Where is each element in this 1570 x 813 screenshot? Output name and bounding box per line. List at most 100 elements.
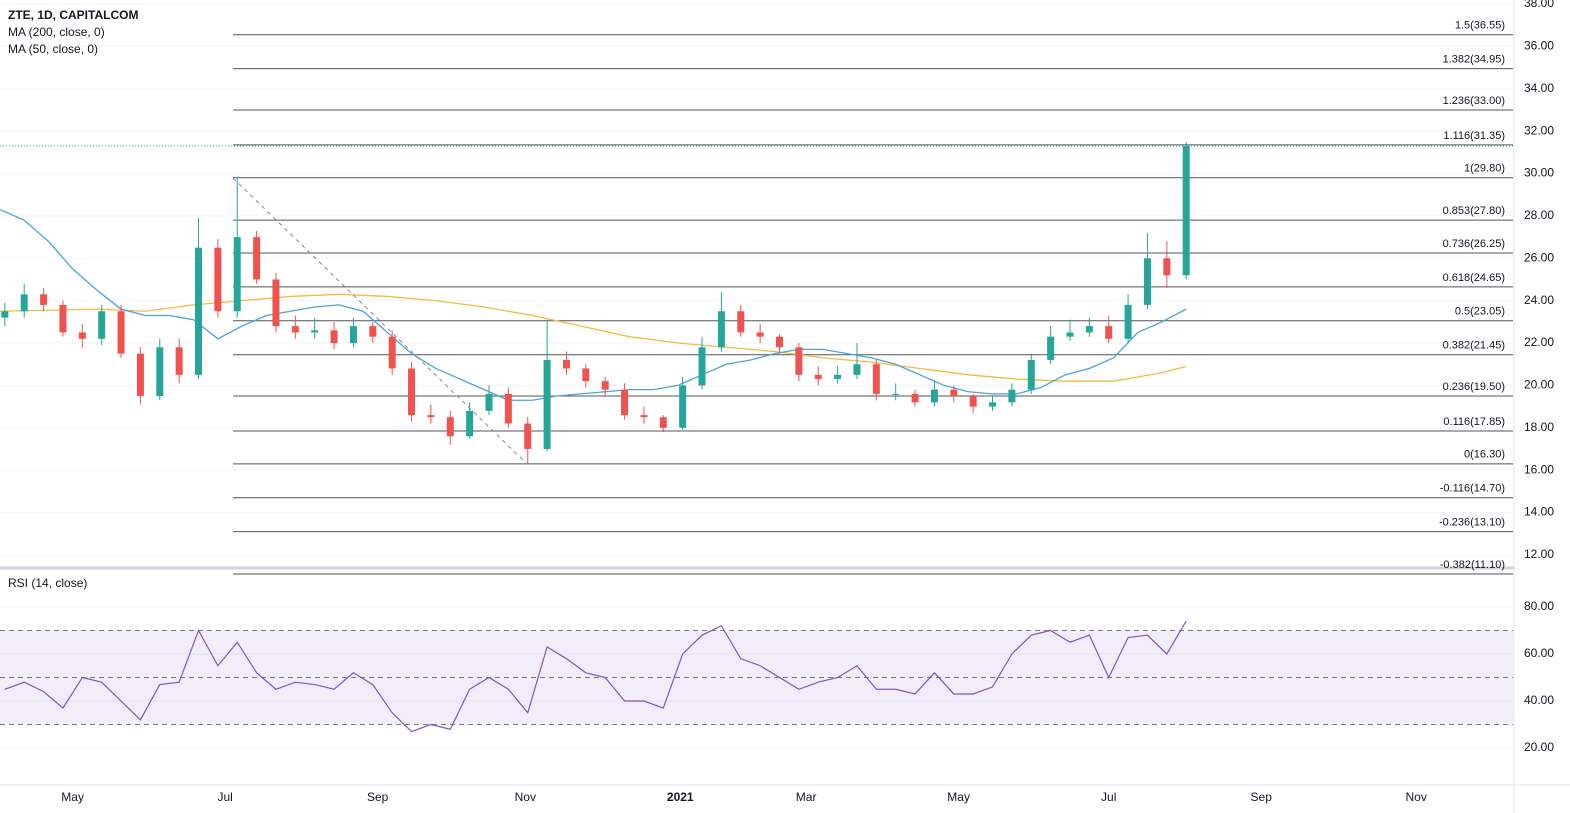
candle-body (1066, 332, 1074, 337)
candle-body (834, 374, 842, 380)
candle-body (1105, 326, 1113, 339)
y-tick-label: 12.00 (1524, 547, 1554, 561)
fib-level-label: 1(29.80) (1464, 163, 1505, 175)
candle-body (1182, 145, 1190, 276)
candle-body (156, 347, 164, 397)
candle-body (408, 368, 416, 416)
y-tick-label: 34.00 (1524, 81, 1554, 95)
moving-average-line (0, 293, 1187, 382)
fib-level-label: -0.236(13.10) (1439, 517, 1505, 529)
candle-body (349, 326, 357, 344)
fib-level-label: 0.853(27.80) (1443, 205, 1505, 217)
candle-body (872, 364, 880, 394)
candle-body (775, 336, 783, 348)
candle-body (1, 311, 9, 318)
candle-body (311, 330, 319, 333)
candle-body (1085, 326, 1093, 333)
fib-level-label: 0.236(19.50) (1443, 381, 1505, 393)
candle-body (214, 247, 222, 312)
x-tick-label: Mar (796, 790, 817, 804)
fib-level-label: 1.116(31.35) (1443, 130, 1505, 142)
candle-body (621, 389, 629, 416)
fib-level-label: 0.5(23.05) (1455, 306, 1505, 318)
candle-body (504, 393, 512, 424)
x-tick-label: Nov (515, 790, 536, 804)
x-tick-label: May (61, 790, 84, 804)
candle-body (330, 330, 338, 344)
candle-body (117, 311, 125, 354)
y-tick-label: 22.00 (1524, 335, 1554, 349)
fib-level-label: 0(16.30) (1464, 449, 1505, 461)
candle-body (969, 396, 977, 407)
candle-body (756, 332, 764, 337)
candle-body (717, 311, 725, 348)
candle-body (582, 368, 590, 382)
candle-body (524, 423, 532, 449)
candle-body (679, 385, 687, 428)
x-tick-label: Jul (1101, 790, 1116, 804)
candle-body (1047, 336, 1055, 360)
candle-body (911, 393, 919, 403)
y-tick-label: 30.00 (1524, 166, 1554, 180)
x-tick-label: Sep (367, 790, 389, 804)
fib-level-label: 0.736(26.25) (1443, 238, 1505, 250)
y-tick-label: 38.00 (1524, 0, 1554, 10)
fib-level-label: -0.382(11.10) (1440, 559, 1505, 571)
y-tick-label: 26.00 (1524, 250, 1554, 264)
candle-body (989, 402, 997, 407)
candle-body (427, 415, 435, 418)
candle-body (136, 353, 144, 397)
candle-body (892, 393, 900, 395)
candle-body (466, 410, 474, 437)
candle-body (640, 415, 648, 418)
candle-body (1008, 389, 1016, 403)
candle-body (98, 311, 106, 339)
candle-body (388, 336, 396, 369)
y-tick-label: 20.00 (1524, 378, 1554, 392)
candle-body (853, 364, 861, 375)
rsi-line (4, 620, 1187, 733)
fib-level-label: 1.5(36.55) (1455, 20, 1505, 32)
candle-body (1143, 258, 1151, 305)
legend-entry: MA (50, close, 0) (8, 42, 98, 56)
y-tick-label: 40.00 (1524, 693, 1554, 707)
candle-body (1163, 258, 1171, 276)
y-tick-label: 20.00 (1524, 740, 1554, 754)
legend-entry: MA (200, close, 0) (8, 25, 105, 39)
rsi-title: RSI (14, close) (8, 576, 87, 590)
candle-body (40, 294, 48, 305)
candle-body (485, 393, 493, 411)
candle-body (814, 374, 822, 380)
candle-body (1124, 304, 1132, 339)
y-tick-label: 14.00 (1524, 505, 1554, 519)
candle-body (291, 326, 299, 333)
candle-body (795, 347, 803, 375)
candle-body (1027, 359, 1035, 390)
x-tick-label: May (947, 790, 970, 804)
x-tick-label: Jul (217, 790, 232, 804)
candle-body (59, 304, 67, 333)
fib-level-label: 0.618(24.65) (1443, 272, 1505, 284)
fib-level-label: 1.236(33.00) (1443, 95, 1505, 107)
y-tick-label: 60.00 (1524, 646, 1554, 660)
x-tick-label: 2021 (667, 790, 694, 804)
candle-body (601, 381, 609, 390)
y-tick-label: 24.00 (1524, 293, 1554, 307)
candle-body (950, 389, 958, 397)
fib-level-label: 0.116(17.85) (1443, 416, 1505, 428)
candle-body (20, 294, 28, 312)
candle-body (272, 279, 280, 327)
candle-body (543, 359, 551, 449)
x-tick-label: Nov (1405, 790, 1426, 804)
candle-body (369, 326, 377, 337)
candle-body (175, 347, 183, 375)
y-tick-label: 16.00 (1524, 462, 1554, 476)
candle-body (233, 237, 241, 312)
symbol-title: ZTE, 1D, CAPITALCOM (8, 8, 138, 22)
candle-body (78, 332, 86, 339)
candle-body (659, 417, 667, 428)
fib-level-label: 0.382(21.45) (1443, 340, 1505, 352)
candle-body (195, 247, 203, 375)
